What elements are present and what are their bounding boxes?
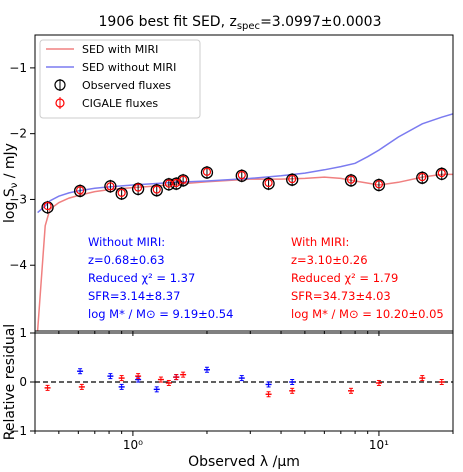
cigale-point	[374, 180, 384, 189]
cigale-point	[43, 201, 52, 211]
legend-marker-cigale	[55, 97, 65, 109]
cigale-point	[346, 175, 356, 184]
annotation-with-line: With MIRI:	[291, 235, 349, 249]
annotation-without-miri: Without MIRI: z=0.68±0.63 Reduced χ² = 1…	[88, 235, 233, 321]
flux-points	[41, 165, 448, 214]
residual-point-without-miri	[77, 368, 84, 375]
residual-point-with-miri	[165, 379, 172, 386]
residual-y-ticks: −1 0 1	[9, 326, 35, 438]
cigale-point	[288, 174, 297, 184]
annotation-with-line: log M* / M⊙ = 10.20±0.05	[291, 307, 444, 321]
cigale-point	[106, 182, 115, 191]
residual-point-with-miri	[44, 384, 51, 391]
residual-y-axis-label: Relative residual	[2, 324, 18, 440]
y-tick-label: −3	[9, 192, 27, 206]
sed-panel: −4 −3 −2 −1 log Sν / mJy SED with MIRI SED …	[2, 34, 454, 336]
cigale-point	[202, 167, 212, 176]
residual-point-without-miri	[107, 373, 114, 380]
legend-label-observed: Observed fluxes	[82, 79, 171, 92]
cigale-point	[172, 178, 181, 188]
residual-point-with-miri	[438, 379, 445, 385]
residual-y-tick-label: −1	[9, 424, 27, 438]
annotation-without-line: SFR=3.14±8.37	[88, 289, 180, 303]
cigale-point	[117, 188, 126, 197]
cigale-point	[264, 178, 273, 188]
x-tick-label: 10¹	[369, 438, 389, 452]
cigale-point	[179, 175, 188, 184]
residual-point-with-miri	[289, 387, 296, 394]
annotation-with-miri: With MIRI: z=3.10±0.26 Reduced χ² = 1.79…	[291, 235, 444, 321]
cigale-point	[418, 172, 427, 182]
legend-box	[39, 39, 201, 119]
legend-label-without-miri: SED without MIRI	[82, 61, 176, 74]
x-tick-label: 10⁰	[123, 438, 143, 452]
sed-panel-frame	[34, 34, 454, 332]
annotation-without-line: Reduced χ² = 1.37	[88, 271, 195, 285]
residual-y-tick-label: 0	[19, 375, 27, 389]
residual-point-with-miri	[135, 373, 142, 380]
annotation-without-line: log M* / M⊙ = 9.19±0.54	[88, 307, 233, 321]
residual-points	[44, 366, 445, 398]
legend-label-cigale: CIGALE fluxes	[82, 97, 158, 110]
series-line-sed-without-miri	[37, 113, 453, 214]
residual-point-without-miri	[203, 366, 210, 373]
residual-point-with-miri	[78, 383, 85, 390]
annotation-with-line: SFR=34.73±4.03	[291, 289, 391, 303]
residual-point-without-miri	[265, 381, 272, 388]
observed-point	[104, 179, 117, 193]
residual-point-with-miri	[419, 375, 426, 382]
annotation-without-line: Without MIRI:	[88, 235, 165, 249]
y-tick-label: −2	[9, 127, 27, 141]
cigale-point	[437, 169, 446, 178]
sed-y-ticks: −4 −3 −2 −1	[9, 61, 35, 272]
residual-point-with-miri	[348, 387, 355, 394]
residual-point-without-miri	[118, 383, 125, 390]
cigale-point	[152, 185, 161, 194]
residual-point-with-miri	[118, 375, 125, 382]
chart-title: 1906 best fit SED, zspec=3.0997±0.0003	[99, 14, 382, 32]
x-axis-label: Observed λ /μm	[188, 454, 300, 470]
residual-panel: −1 0 1 10⁰ 10¹ Relative residual Observed λ…	[2, 324, 454, 470]
cigale-point	[134, 183, 143, 192]
residual-point-without-miri	[238, 375, 245, 382]
residual-y-tick-label: 1	[19, 326, 27, 340]
residual-point-with-miri	[173, 374, 180, 381]
annotation-with-line: z=3.10±0.26	[291, 253, 368, 267]
legend-label-with-miri: SED with MIRI	[82, 43, 158, 56]
annotation-with-line: Reduced χ² = 1.79	[291, 271, 398, 285]
residual-point-without-miri	[289, 379, 296, 385]
legend: SED with MIRI SED without MIRI Observed …	[39, 39, 201, 119]
residual-x-ticks: 10⁰ 10¹	[34, 431, 454, 452]
residual-point-without-miri	[153, 386, 160, 393]
residual-point-with-miri	[180, 371, 187, 378]
y-tick-label: −4	[9, 258, 27, 272]
y-tick-label: −1	[9, 61, 27, 75]
residual-point-with-miri	[375, 379, 382, 386]
sed-y-axis-label: log Sν / mJy	[2, 143, 20, 223]
residual-point-with-miri	[157, 376, 164, 383]
annotation-without-line: z=0.68±0.63	[88, 253, 165, 267]
sed-lines	[36, 113, 453, 331]
legend-marker-observed	[54, 79, 66, 91]
residual-point-with-miri	[265, 391, 272, 398]
cigale-point	[237, 171, 246, 180]
cigale-point	[75, 186, 85, 195]
